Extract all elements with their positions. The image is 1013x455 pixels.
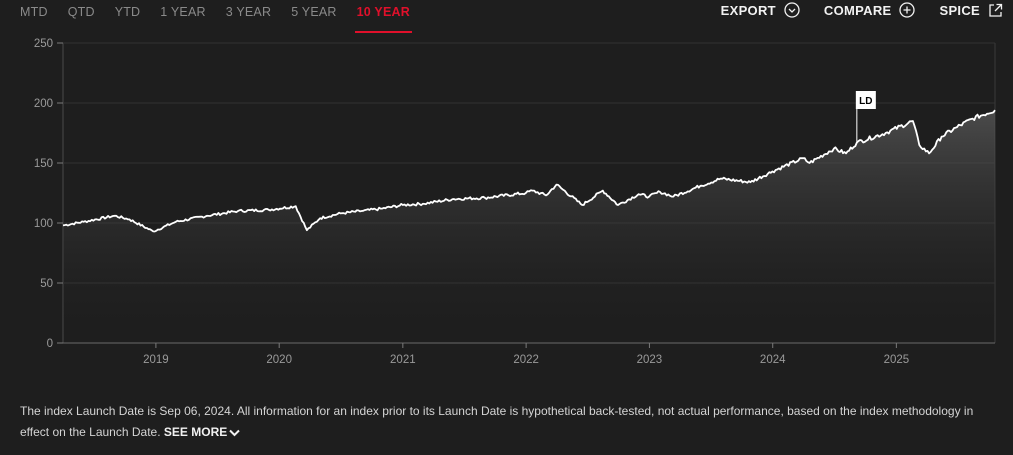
y-tick-label: 150	[34, 158, 53, 170]
time-range-tabs: MTD QTD YTD 1 YEAR 3 YEAR 5 YEAR 10 YEAR	[0, 0, 412, 33]
export-button[interactable]: EXPORT	[721, 2, 800, 18]
y-tick-label: 200	[34, 98, 53, 110]
launch-date-footnote: The index Launch Date is Sep 06, 2024. A…	[20, 401, 1000, 443]
launch-date-badge	[855, 91, 876, 109]
compare-label: COMPARE	[823, 2, 892, 18]
footnote-text: The index Launch Date is Sep 06, 2024. A…	[20, 404, 974, 439]
y-axis: 0 50 100 150 200 250	[34, 38, 63, 350]
y-tick-label: 100	[34, 218, 53, 230]
tab-qtd[interactable]: QTD	[67, 5, 95, 19]
x-tick-label: 2019	[143, 354, 169, 366]
x-tick-label: 2021	[390, 354, 416, 366]
x-tick-label: 2023	[637, 354, 663, 366]
y-tick-label: 250	[34, 38, 53, 50]
performance-chart[interactable]: 0 50 100 150 200 250 2019 2020 2021 2022 2023 2024…	[0, 30, 1013, 375]
chevron-down-icon	[227, 425, 240, 439]
series-line	[62, 109, 996, 233]
see-more-link[interactable]: SEE MORE	[164, 425, 240, 439]
launch-date-annotation[interactable]: LD	[855, 91, 876, 143]
x-tick-label: 2024	[760, 354, 786, 366]
tab-ytd[interactable]: YTD	[114, 5, 141, 19]
chevron-down-circle-icon	[784, 2, 800, 18]
external-link-icon	[988, 3, 1003, 18]
compare-button[interactable]: COMPARE	[824, 2, 916, 18]
tab-mtd[interactable]: MTD	[20, 5, 48, 19]
tab-5-year[interactable]: 5 YEAR	[291, 5, 337, 19]
tab-3-year[interactable]: 3 YEAR	[225, 5, 272, 19]
launch-date-label: LD	[859, 96, 872, 107]
plus-circle-icon	[899, 2, 916, 18]
spice-link[interactable]: SPICE	[939, 3, 1003, 18]
chart-actions: EXPORT COMPARE SPICE	[697, 0, 1003, 20]
y-tick-label: 0	[47, 338, 53, 350]
tab-10-year[interactable]: 10 YEAR	[354, 0, 412, 33]
y-tick-label: 50	[40, 278, 53, 290]
x-axis: 2019 2020 2021 2022 2023 2024 2025	[143, 343, 909, 366]
x-tick-label: 2022	[513, 354, 539, 366]
spice-label: SPICE	[939, 2, 980, 18]
see-more-label: SEE MORE	[163, 425, 228, 439]
export-label: EXPORT	[720, 2, 776, 18]
x-tick-label: 2020	[266, 354, 292, 366]
tab-1-year[interactable]: 1 YEAR	[160, 5, 206, 19]
series-area	[63, 110, 995, 343]
x-tick-label: 2025	[884, 354, 910, 366]
